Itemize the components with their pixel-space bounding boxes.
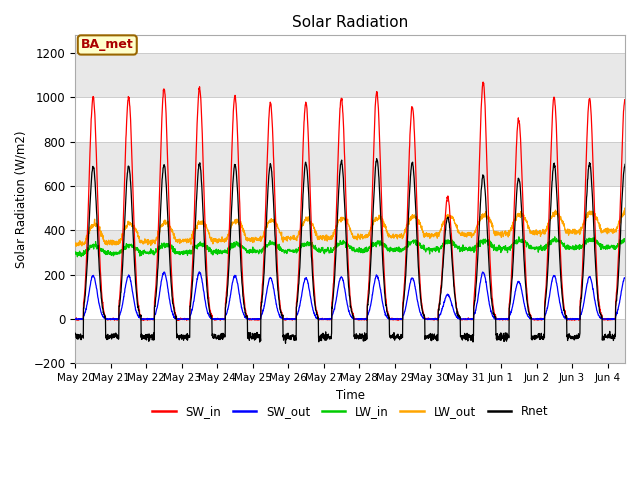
Y-axis label: Solar Radiation (W/m2): Solar Radiation (W/m2) (15, 131, 28, 268)
Bar (76, 230, 625, 275)
Title: Solar Radiation: Solar Radiation (292, 15, 408, 30)
Legend: SW_in, SW_out, LW_in, LW_out, Rnet: SW_in, SW_out, LW_in, LW_out, Rnet (147, 401, 553, 423)
Bar (76, 142, 625, 186)
X-axis label: Time: Time (336, 389, 365, 402)
Bar (76, 319, 625, 363)
Text: BA_met: BA_met (81, 38, 134, 51)
Bar (76, 53, 625, 97)
